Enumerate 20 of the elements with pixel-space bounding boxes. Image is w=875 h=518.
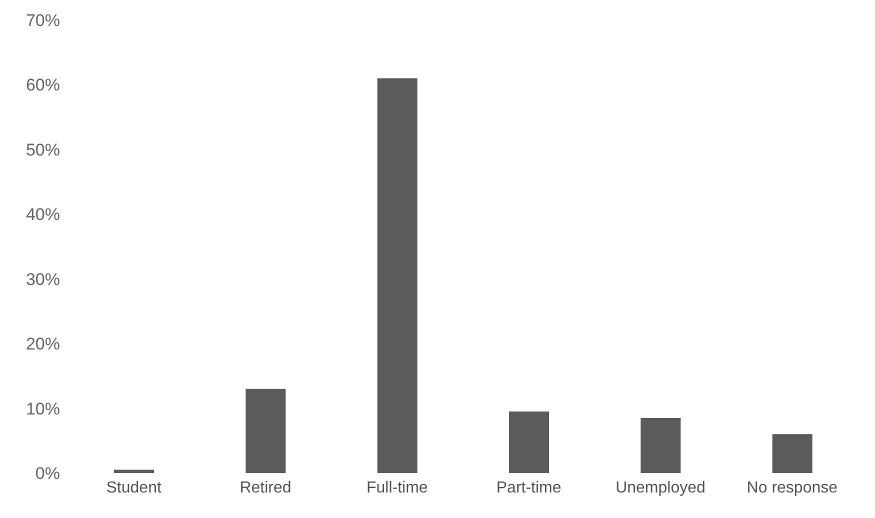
x-tick-label: Unemployed bbox=[616, 479, 706, 496]
x-tick-label: No response bbox=[746, 479, 838, 496]
y-tick-label: 10% bbox=[26, 399, 60, 418]
bar bbox=[772, 434, 812, 473]
bar bbox=[114, 470, 154, 473]
x-tick-label: Full-time bbox=[366, 479, 428, 496]
bar bbox=[246, 388, 286, 473]
bar bbox=[509, 412, 549, 473]
bar bbox=[377, 78, 418, 473]
y-tick-label: 60% bbox=[26, 76, 60, 95]
y-tick-label: 0% bbox=[35, 464, 60, 484]
x-tick-label: Part-time bbox=[496, 479, 562, 496]
y-tick-label: 20% bbox=[26, 334, 60, 354]
y-tick-label: 70% bbox=[26, 11, 60, 30]
y-tick-label: 40% bbox=[26, 205, 60, 224]
y-tick-label: 30% bbox=[26, 270, 60, 289]
y-tick-label: 50% bbox=[26, 140, 60, 160]
bar bbox=[640, 418, 681, 473]
x-tick-label: Retired bbox=[240, 479, 292, 496]
x-tick-label: Student bbox=[106, 479, 162, 496]
